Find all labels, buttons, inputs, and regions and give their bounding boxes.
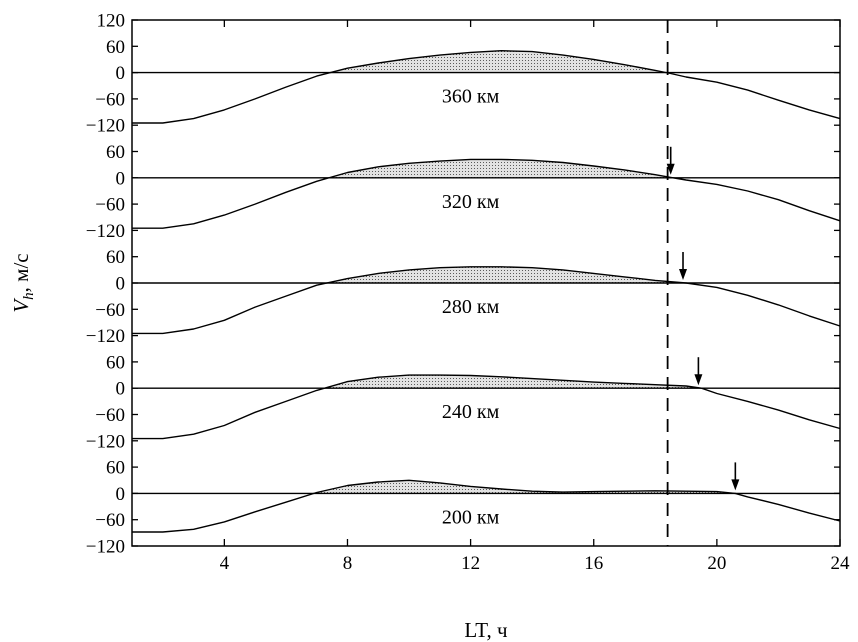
arrows <box>666 146 740 491</box>
y-tick-label: −60 <box>95 300 125 321</box>
y-axis-label-unit: , м/с <box>9 253 33 292</box>
y-tick-label: −120 <box>86 116 125 137</box>
y-tick-label: 60 <box>106 37 125 58</box>
series-label-0: 360 км <box>442 86 500 108</box>
positive-fill-3 <box>324 375 702 389</box>
x-tick-label: 12 <box>461 553 480 574</box>
series-label-2: 280 км <box>442 296 500 318</box>
x-tick-label: 4 <box>220 553 230 574</box>
series-line-3 <box>132 374 841 440</box>
y-tick-label: 60 <box>106 247 125 268</box>
y-tick-label: −60 <box>95 89 125 110</box>
y-tick-label: −120 <box>86 537 125 558</box>
series-line-2 <box>132 266 841 335</box>
y-tick-label: −60 <box>95 510 125 531</box>
y-tick-label: 120 <box>97 11 126 32</box>
x-tick-label: 20 <box>707 553 726 574</box>
series-label-3: 240 км <box>442 401 500 423</box>
y-tick-label: 60 <box>106 458 125 479</box>
y-axis-label-sub: h <box>21 292 37 300</box>
y-tick-label: 0 <box>116 168 126 189</box>
positive-fill-layer <box>313 50 736 494</box>
y-tick-label: −120 <box>86 326 125 347</box>
series-line-4 <box>132 479 841 533</box>
series-line-0 <box>132 50 841 124</box>
labels: 360 км 320 км 280 км 240 км 200 км 4 8 12 16 20 24… <box>9 11 850 642</box>
arrow-head-3 <box>694 374 703 386</box>
y-axis-label: Vh, м/с <box>9 253 37 312</box>
y-tick-label: 0 <box>116 63 126 84</box>
y-tick-label: 0 <box>116 274 126 295</box>
y-tick-label: −120 <box>86 431 125 452</box>
series-label-4: 200 км <box>442 506 500 528</box>
zero-lines <box>132 71 840 495</box>
y-axis-label-var: V <box>9 298 33 313</box>
x-tick-label: 16 <box>584 553 603 574</box>
arrow-head-1 <box>666 163 675 175</box>
curves <box>132 50 841 533</box>
y-tick-label: −60 <box>95 195 125 216</box>
ticks <box>132 19 841 547</box>
positive-fill-2 <box>327 266 687 283</box>
positive-fill-0 <box>330 50 667 73</box>
arrow-head-2 <box>679 269 688 280</box>
y-tick-label: 60 <box>106 142 125 163</box>
positive-fill-1 <box>329 159 674 178</box>
series-line-1 <box>132 158 841 229</box>
series-label-1: 320 км <box>442 191 500 213</box>
y-tick-label: 0 <box>116 379 126 400</box>
y-tick-label: −60 <box>95 405 125 426</box>
positive-fill-4 <box>313 480 736 494</box>
y-tick-label: −120 <box>86 221 125 242</box>
y-tick-label: 60 <box>106 352 125 373</box>
x-tick-label: 8 <box>343 553 353 574</box>
arrow-head-4 <box>731 479 740 491</box>
y-tick-label: 0 <box>116 484 126 505</box>
x-axis-label: LT, ч <box>464 618 508 642</box>
x-tick-label: 24 <box>831 553 851 574</box>
